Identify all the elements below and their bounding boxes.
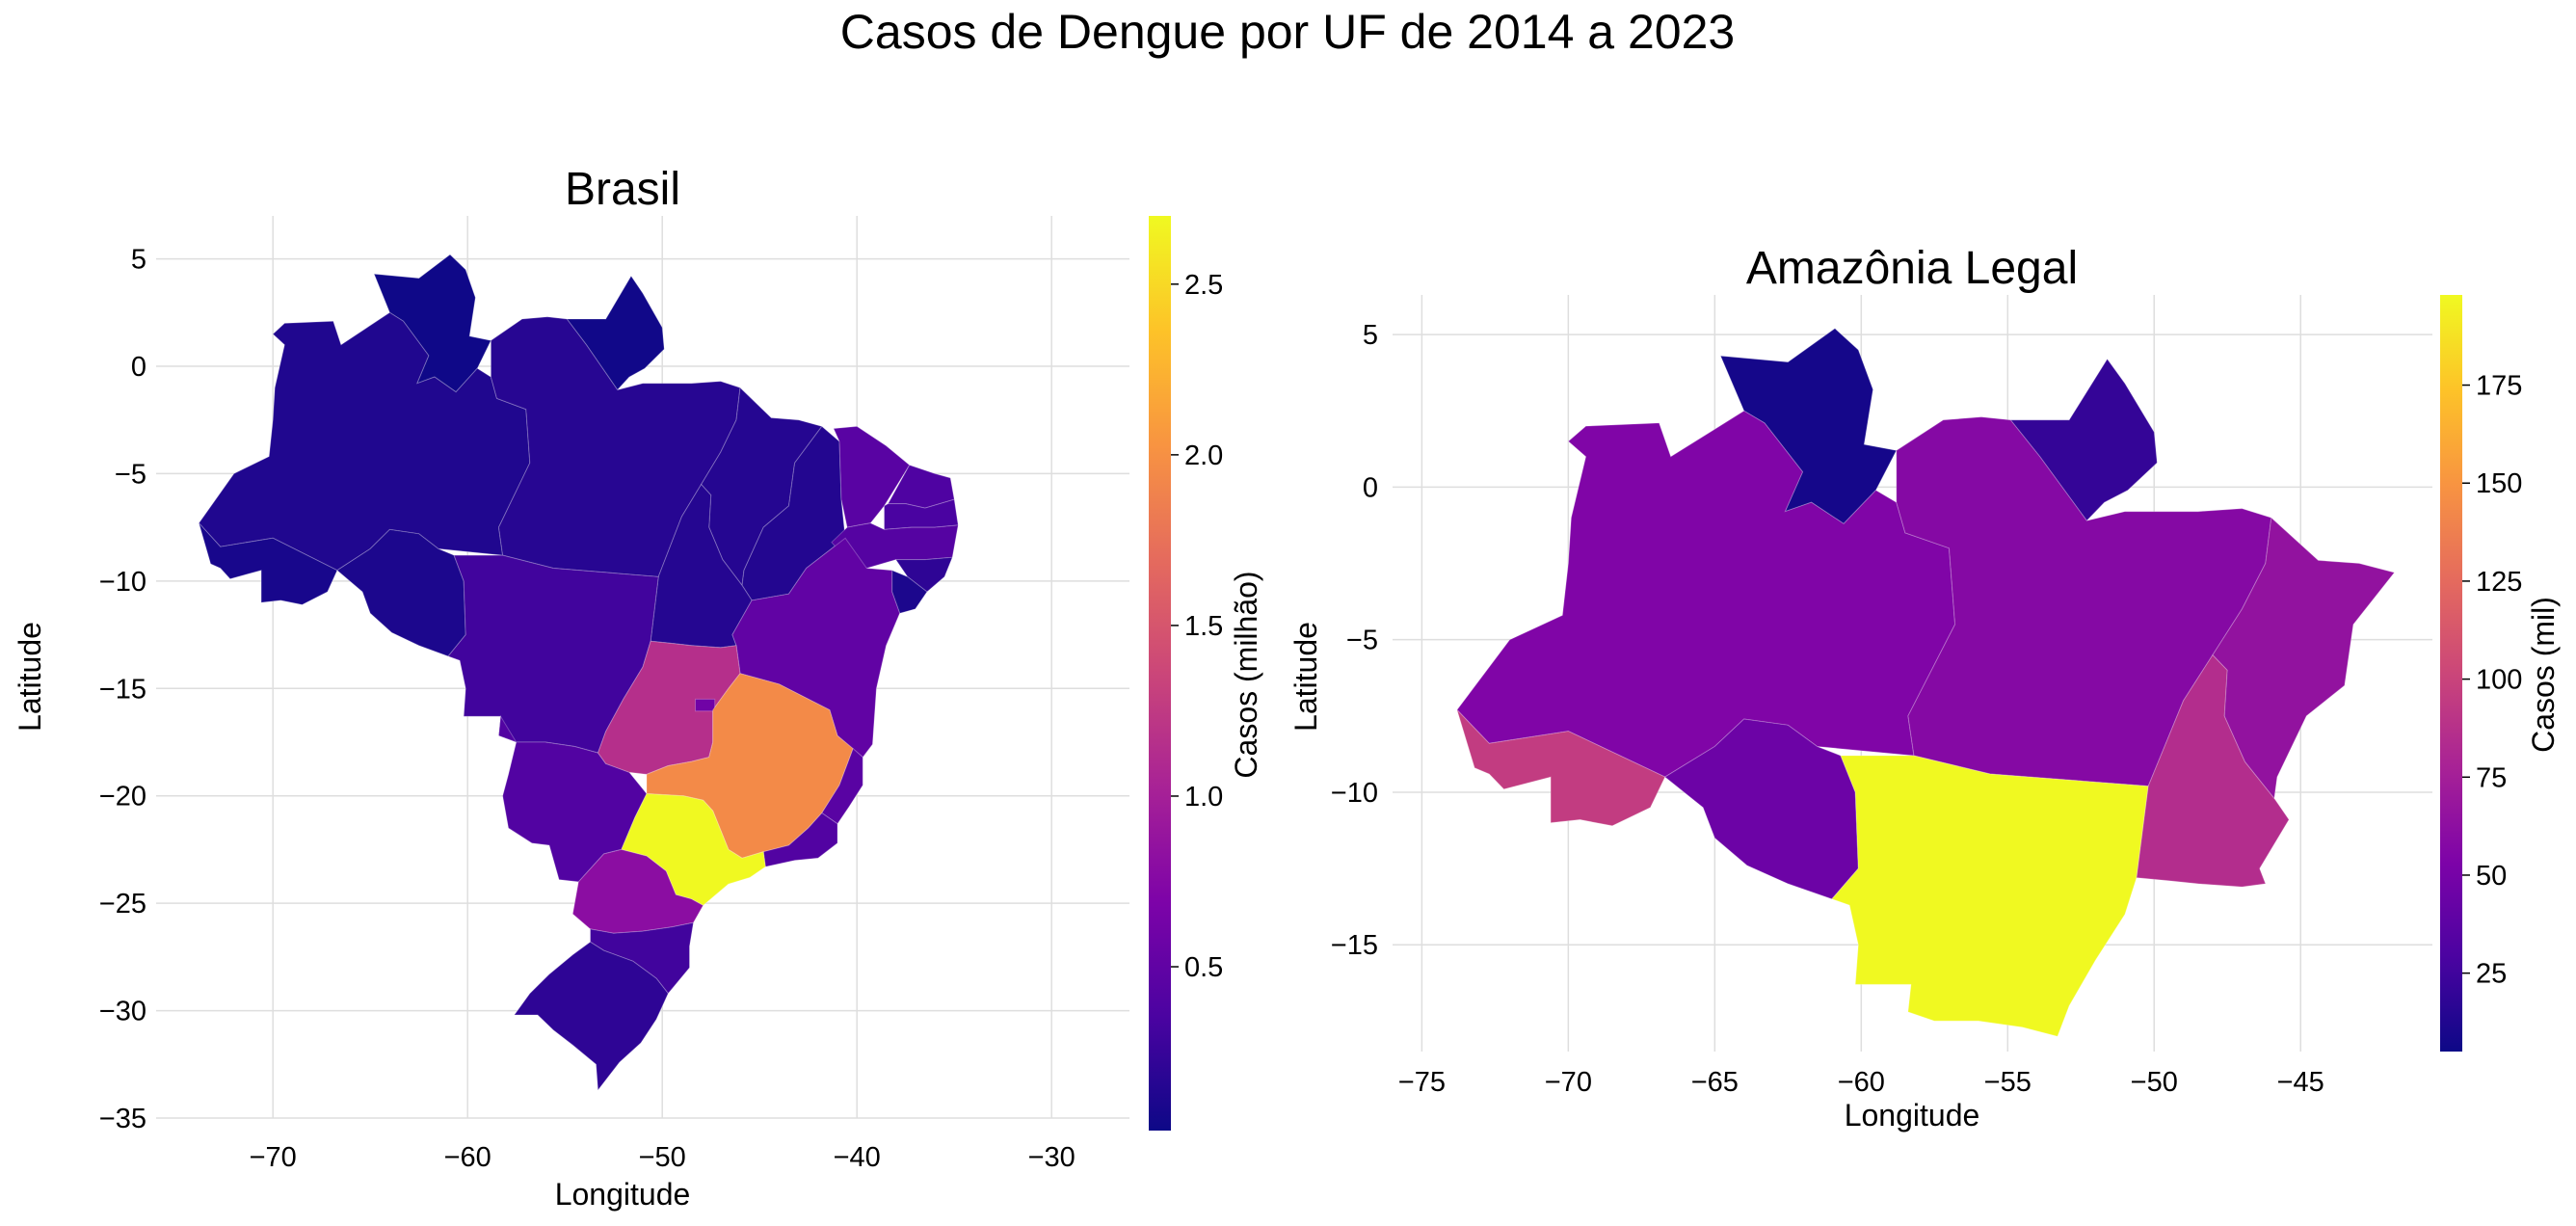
region-ac bbox=[198, 522, 338, 605]
region-go bbox=[597, 640, 741, 775]
y-tick-label: −20 bbox=[99, 782, 146, 813]
y-tick-label: −15 bbox=[99, 674, 146, 705]
x-axis-label-amazonia: Longitude bbox=[1845, 1098, 1980, 1133]
region-rs bbox=[513, 941, 669, 1092]
region-pr bbox=[571, 848, 704, 934]
region-es bbox=[821, 747, 863, 825]
x-tick-label: −60 bbox=[1838, 1067, 1885, 1098]
colorbar-tick-label: 50 bbox=[2476, 861, 2507, 892]
x-tick-label: −55 bbox=[1984, 1067, 2032, 1098]
y-axis-label-amazonia: Latitude bbox=[1288, 622, 1323, 732]
map-brasil bbox=[198, 253, 959, 1092]
x-ticks-brasil: −70 −60 −50 −40 −30 bbox=[250, 1142, 1076, 1173]
y-tick-label: 0 bbox=[131, 352, 146, 383]
panel-brasil: Brasil −70 −60 −50 −40 −30 5 0 −5 −10 −15 −20 −25 −… bbox=[13, 164, 1263, 1212]
x-tick-label: −75 bbox=[1398, 1067, 1446, 1098]
x-tick-label: −70 bbox=[250, 1142, 297, 1173]
y-tick-label: −5 bbox=[1346, 626, 1378, 656]
colorbar-tick-label: 75 bbox=[2476, 762, 2507, 793]
colorbar-label-brasil: Casos (milhão) bbox=[1229, 571, 1263, 778]
x-tick-label: −50 bbox=[2131, 1067, 2178, 1098]
x-tick-label: −30 bbox=[1028, 1142, 1076, 1173]
region-df bbox=[695, 698, 716, 712]
y-tick-label: −35 bbox=[99, 1104, 146, 1134]
colorbar-tick-label: 1.0 bbox=[1184, 782, 1223, 813]
y-tick-label: −5 bbox=[115, 459, 146, 490]
x-tick-label: −50 bbox=[639, 1142, 686, 1173]
region-pb bbox=[884, 498, 959, 530]
figure-title: Casos de Dengue por UF de 2014 a 2023 bbox=[840, 5, 1735, 59]
map-amazonia bbox=[1456, 328, 2396, 1037]
colorbar-tick-label: 0.5 bbox=[1184, 952, 1223, 983]
x-tick-label: −45 bbox=[2277, 1067, 2324, 1098]
y-tick-label: −15 bbox=[1331, 930, 1378, 961]
region-mt bbox=[1831, 755, 2149, 1037]
y-tick-label: 5 bbox=[1363, 320, 1378, 351]
colorbar-brasil bbox=[1149, 216, 1171, 1131]
panel-amazonia-legal: Amazônia Legal −75 −70 −65 −60 −55 −50 −45 50−… bbox=[1288, 243, 2561, 1133]
region-ma bbox=[2212, 517, 2396, 800]
y-tick-label: 0 bbox=[1363, 472, 1378, 503]
x-axis-label-brasil: Longitude bbox=[555, 1177, 691, 1212]
colorbar-tick-label: 175 bbox=[2476, 371, 2522, 402]
colorbar-tick-label: 2.0 bbox=[1184, 440, 1223, 471]
y-tick-label: −10 bbox=[1331, 778, 1378, 809]
region-ce bbox=[833, 425, 911, 528]
x-tick-label: −60 bbox=[444, 1142, 491, 1173]
colorbar-ticks-amazonia: 25 50 75 100 125 150 175 bbox=[2462, 371, 2522, 990]
colorbar-tick-label: 2.5 bbox=[1184, 270, 1223, 301]
colorbar-tick-label: 150 bbox=[2476, 468, 2522, 499]
x-ticks-amazonia: −75 −70 −65 −60 −55 −50 −45 bbox=[1398, 1067, 2324, 1098]
region-rj bbox=[762, 812, 838, 867]
colorbar-label-amazonia: Casos (mil) bbox=[2526, 597, 2561, 753]
x-tick-label: −70 bbox=[1545, 1067, 1592, 1098]
y-tick-label: −30 bbox=[99, 997, 146, 1027]
y-tick-label: −25 bbox=[99, 889, 146, 920]
y-axis-label-brasil: Latitude bbox=[13, 622, 47, 732]
panel-title-brasil: Brasil bbox=[565, 164, 680, 215]
colorbar-tick-label: 1.5 bbox=[1184, 611, 1223, 642]
panel-title-amazonia: Amazônia Legal bbox=[1746, 243, 2078, 294]
colorbar-amazonia bbox=[2440, 295, 2462, 1052]
y-ticks-brasil: 5 0 −5 −10 −15 −20 −25 −30 −35 bbox=[99, 245, 146, 1134]
colorbar-tick-label: 100 bbox=[2476, 665, 2522, 696]
y-tick-label: −10 bbox=[99, 567, 146, 598]
colorbar-tick-label: 25 bbox=[2476, 959, 2507, 990]
y-ticks-amazonia: 5 0 −5 −10 −15 bbox=[1331, 320, 1378, 961]
region-ac bbox=[1456, 709, 1666, 827]
colorbar-ticks-brasil: 0.5 1.0 1.5 2.0 2.5 bbox=[1171, 270, 1223, 983]
region-ap bbox=[2009, 358, 2158, 521]
colorbar-tick-label: 125 bbox=[2476, 567, 2522, 598]
region-ap bbox=[566, 275, 665, 391]
y-tick-label: 5 bbox=[131, 245, 146, 276]
x-tick-label: −40 bbox=[834, 1142, 881, 1173]
x-tick-label: −65 bbox=[1691, 1067, 1739, 1098]
